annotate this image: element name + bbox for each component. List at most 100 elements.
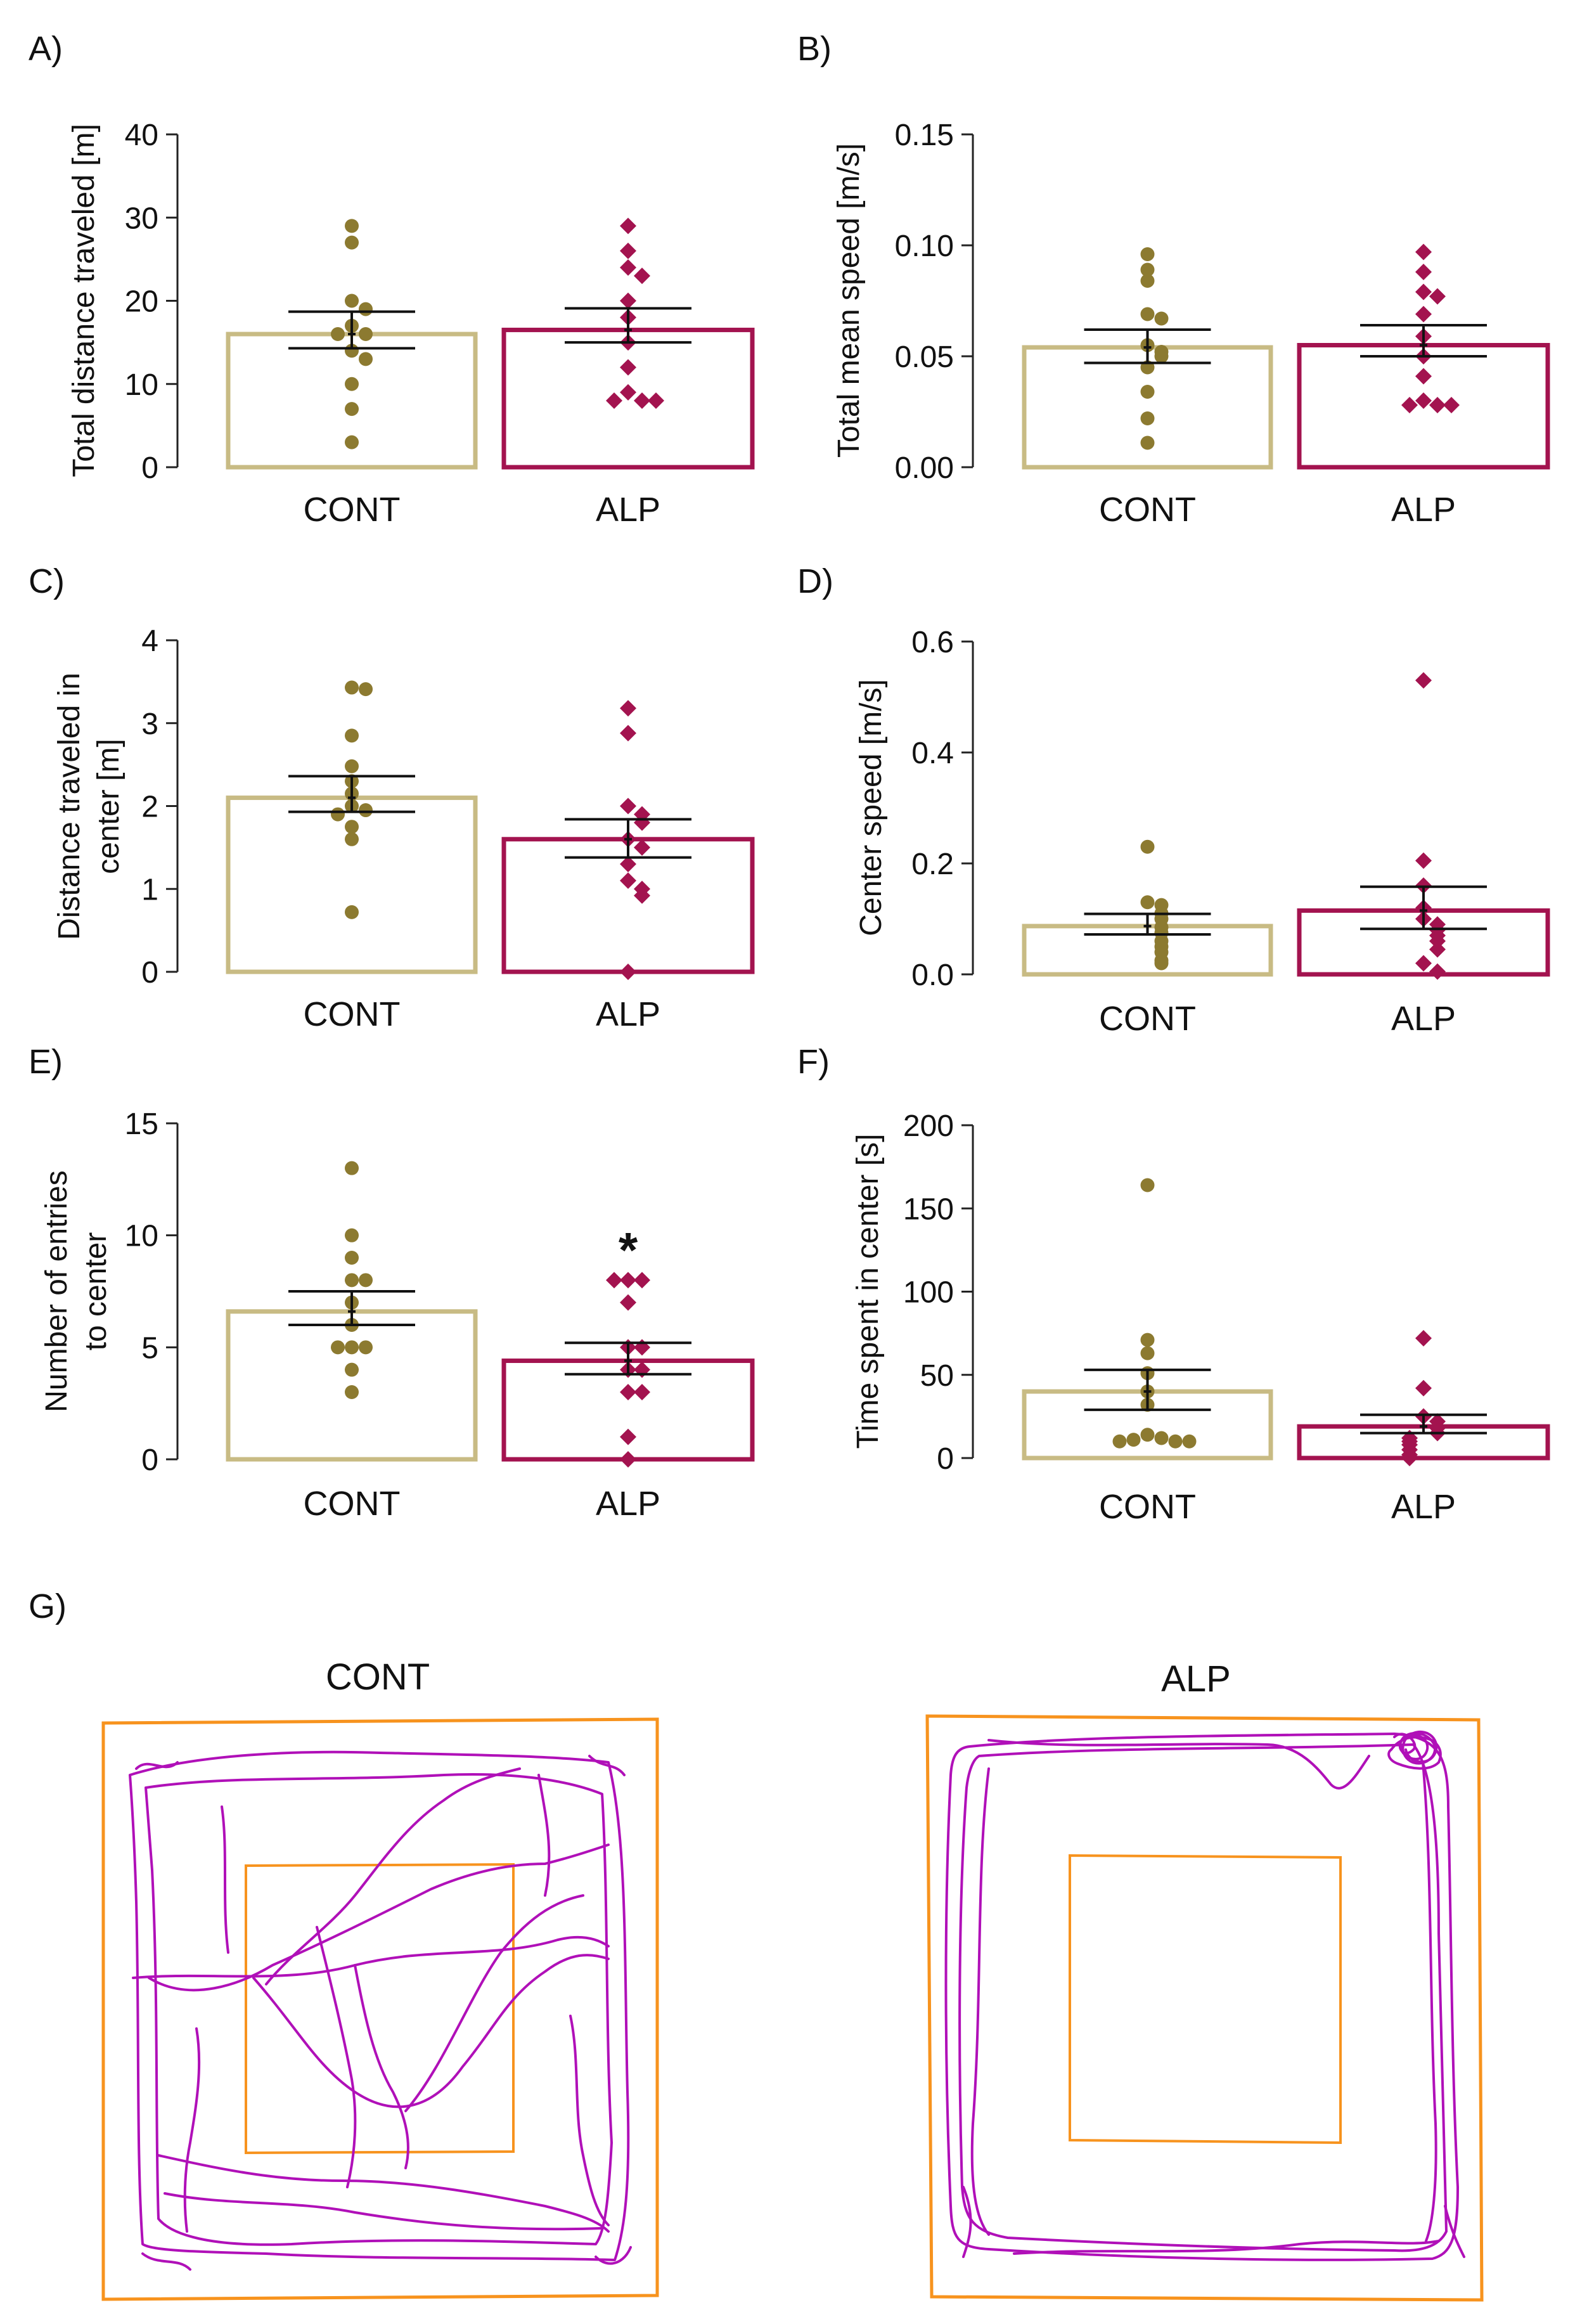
x-category-label: ALP bbox=[1391, 491, 1456, 529]
y-axis-label-line: Number of entries bbox=[40, 1170, 74, 1412]
data-point-cont bbox=[331, 807, 345, 822]
x-category-label: CONT bbox=[1099, 491, 1196, 529]
x-category-label: CONT bbox=[1099, 1000, 1196, 1038]
cont-arena-outer-square bbox=[101, 1717, 659, 2301]
data-point-alp bbox=[620, 797, 636, 815]
y-tick-label: 200 bbox=[903, 1109, 954, 1143]
x-category-label: CONT bbox=[1099, 1488, 1196, 1526]
y-tick-label: 3 bbox=[141, 707, 158, 741]
data-point-cont bbox=[345, 728, 359, 743]
y-tick-label: 0.15 bbox=[895, 119, 954, 152]
data-point-cont bbox=[345, 1228, 359, 1243]
y-axis-label-line: Time spent in center [s] bbox=[851, 1133, 885, 1449]
y-axis-label: Distance traveled in center [m] bbox=[53, 673, 125, 940]
data-point-cont bbox=[331, 1340, 345, 1355]
chart-panel-b: B) 0.00 0.05 0.10 0.15 Total mean speed [m/s]… bbox=[797, 30, 1550, 529]
y-tick-label: 2 bbox=[141, 791, 158, 824]
cont-arena-title: CONT bbox=[326, 1656, 430, 1698]
panel-label: C) bbox=[29, 562, 65, 600]
panel-label: B) bbox=[797, 30, 832, 68]
y-axis-label-line: to center bbox=[79, 1232, 113, 1351]
panel-label: E) bbox=[29, 1043, 63, 1081]
y-tick-label: 0.2 bbox=[911, 848, 954, 881]
alp-arena-center-square bbox=[1069, 1854, 1342, 2145]
cont-movement-track bbox=[129, 1750, 632, 2271]
y-axis-label-line: Total mean speed [m/s] bbox=[832, 143, 866, 458]
data-point-cont bbox=[345, 435, 359, 449]
data-point-alp bbox=[634, 1361, 650, 1378]
data-point-alp bbox=[1415, 1379, 1432, 1397]
data-point-cont bbox=[345, 905, 359, 919]
chart-panel-e: E) 0 5 10 15 Number of entries to center CONT AL… bbox=[29, 1043, 755, 1523]
data-point-cont bbox=[1140, 274, 1155, 288]
data-point-cont bbox=[345, 377, 359, 391]
y-tick-label: 40 bbox=[125, 119, 158, 152]
data-point-alp bbox=[1415, 368, 1432, 385]
data-point-cont bbox=[345, 235, 359, 250]
y-tick-label: 0.6 bbox=[911, 626, 954, 659]
data-point-cont bbox=[345, 820, 359, 834]
y-tick-label: 150 bbox=[903, 1192, 954, 1226]
data-point-alp bbox=[1401, 397, 1418, 413]
data-point-alp bbox=[1415, 392, 1432, 409]
data-point-alp bbox=[1429, 963, 1446, 980]
y-tick-label: 50 bbox=[920, 1359, 954, 1393]
data-point-cont bbox=[1112, 1434, 1127, 1449]
data-point-cont bbox=[1154, 1431, 1169, 1445]
data-point-alp bbox=[620, 725, 636, 742]
y-axis-label: Center speed [m/s] bbox=[854, 679, 888, 936]
y-tick-label: 1 bbox=[141, 873, 158, 907]
y-tick-label: 0 bbox=[141, 1443, 158, 1477]
x-category-label: ALP bbox=[596, 491, 660, 529]
x-category-label: ALP bbox=[596, 995, 660, 1033]
cont-arena bbox=[101, 1717, 659, 2301]
data-point-alp bbox=[634, 268, 650, 285]
y-tick-label: 0.00 bbox=[895, 451, 954, 485]
data-point-alp bbox=[1429, 397, 1446, 413]
data-point-cont bbox=[1154, 956, 1169, 971]
y-tick-label: 10 bbox=[125, 1220, 158, 1253]
data-point-alp bbox=[620, 1384, 636, 1400]
x-category-label: ALP bbox=[1391, 1488, 1456, 1526]
y-axis-label: Total distance traveled [m] bbox=[67, 124, 101, 477]
data-point-cont bbox=[345, 402, 359, 416]
data-point-alp bbox=[620, 856, 636, 873]
data-point-cont bbox=[345, 1251, 359, 1265]
data-point-cont bbox=[1140, 1346, 1155, 1360]
data-point-alp bbox=[1415, 306, 1432, 323]
y-tick-label: 10 bbox=[125, 368, 158, 402]
data-point-cont bbox=[345, 1161, 359, 1175]
data-point-cont bbox=[1140, 1333, 1155, 1347]
data-point-alp bbox=[634, 392, 650, 409]
y-axis-label: Total mean speed [m/s] bbox=[832, 143, 866, 458]
data-point-alp bbox=[1415, 955, 1432, 972]
data-point-cont bbox=[331, 327, 345, 341]
data-point-alp bbox=[620, 259, 636, 276]
data-point-alp bbox=[620, 964, 636, 980]
x-category-label: CONT bbox=[304, 491, 401, 529]
data-point-alp bbox=[620, 872, 636, 889]
y-tick-label: 0 bbox=[141, 956, 158, 990]
data-point-cont bbox=[1140, 1178, 1155, 1192]
data-point-cont bbox=[359, 302, 373, 316]
data-point-cont bbox=[1182, 1434, 1197, 1449]
data-point-cont bbox=[359, 1340, 373, 1355]
data-point-cont bbox=[345, 832, 359, 846]
data-point-cont bbox=[359, 682, 373, 697]
data-point-alp bbox=[1415, 672, 1432, 689]
data-point-cont bbox=[1140, 385, 1155, 399]
data-point-cont bbox=[1154, 311, 1169, 326]
data-point-alp bbox=[634, 1272, 650, 1289]
data-point-cont bbox=[1126, 1433, 1141, 1447]
x-category-label: ALP bbox=[1391, 1000, 1456, 1038]
data-point-alp bbox=[634, 814, 650, 831]
y-tick-label: 0.10 bbox=[895, 229, 954, 263]
data-point-alp bbox=[620, 359, 636, 376]
data-point-alp bbox=[620, 1272, 636, 1289]
data-point-cont bbox=[359, 803, 373, 818]
y-tick-label: 15 bbox=[125, 1107, 158, 1141]
data-point-alp bbox=[1415, 243, 1432, 261]
data-point-alp bbox=[620, 384, 636, 401]
panel-label: D) bbox=[797, 562, 833, 600]
